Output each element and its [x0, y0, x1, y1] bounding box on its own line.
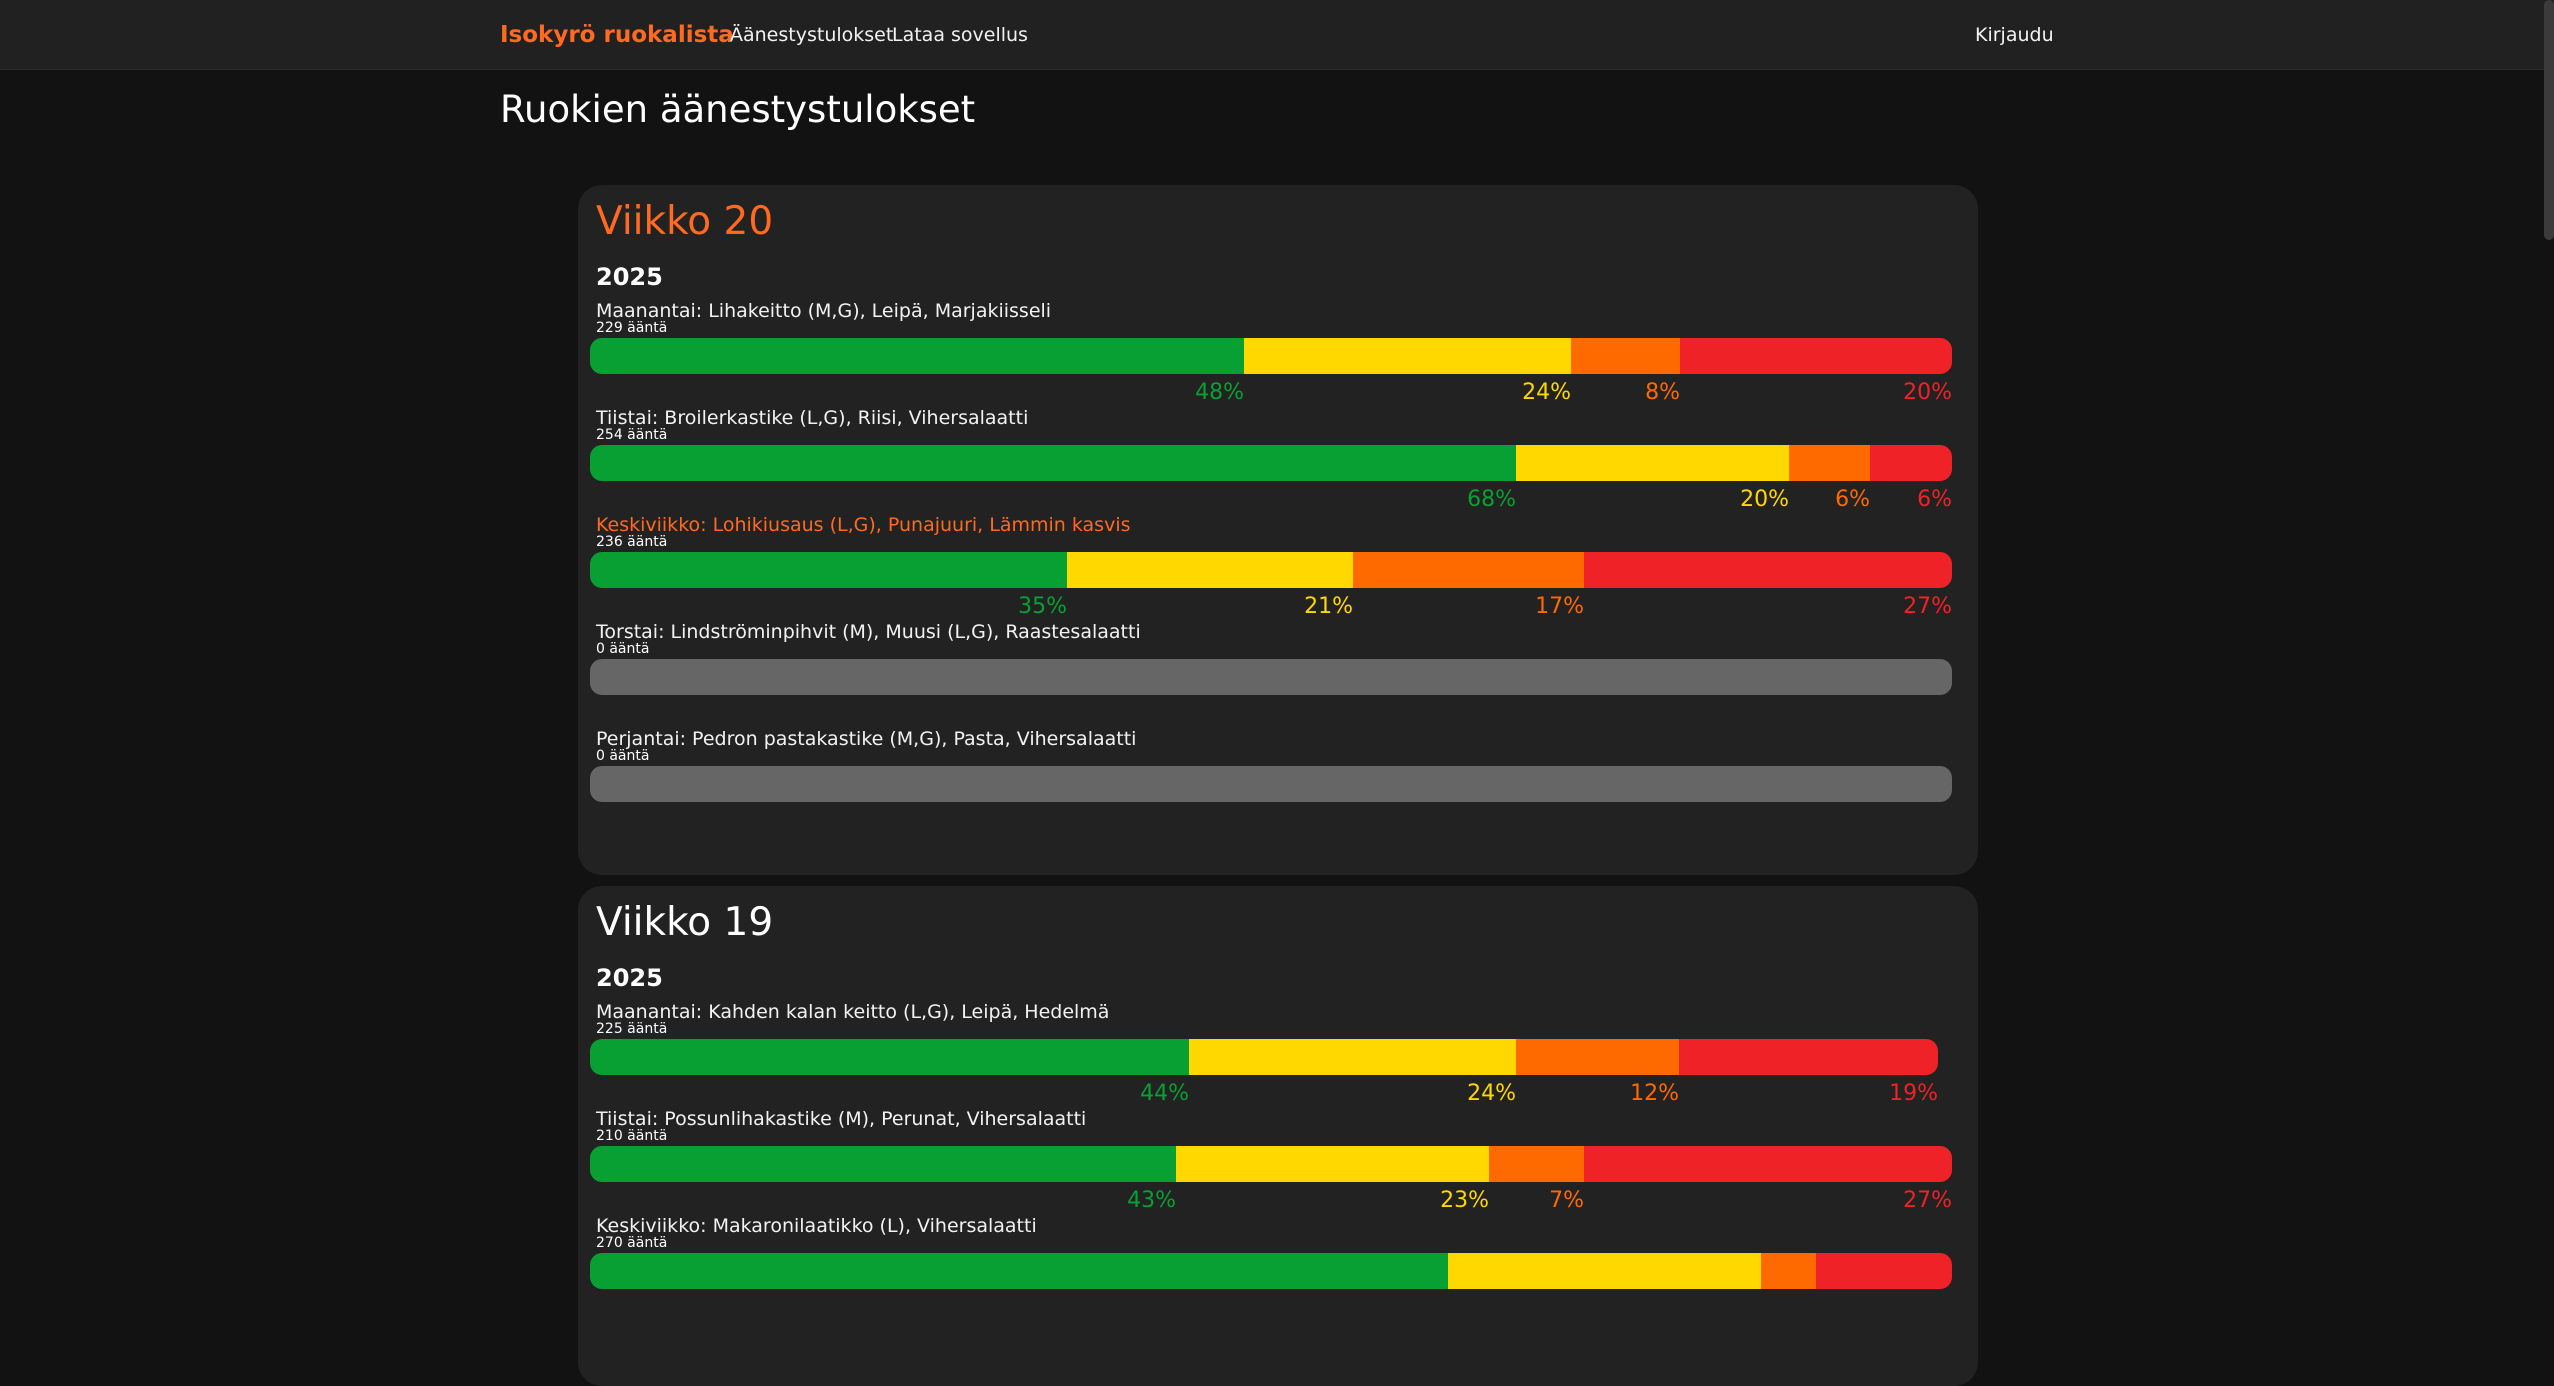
nav-link-download-app[interactable]: Lataa sovellus [892, 24, 1028, 46]
vote-bar [590, 1039, 1938, 1075]
day-row[interactable]: Maanantai: Kahden kalan keitto (L,G), Le… [578, 1001, 1978, 1106]
vote-percent-orange: 8% [1645, 380, 1680, 405]
vote-percent-red: 6% [1917, 487, 1952, 512]
vote-bar-segment-yellow [1176, 1146, 1489, 1182]
vote-count: 0 ääntä [596, 748, 650, 764]
vote-bar [590, 338, 1952, 374]
vote-percent-red: 27% [1903, 594, 1952, 619]
day-row[interactable]: Keskiviikko: Lohikiusaus (L,G), Punajuur… [578, 514, 1978, 619]
vote-percent-red: 27% [1903, 1188, 1952, 1213]
vote-bar-segment-green [590, 338, 1244, 374]
vote-percent-green: 43% [1127, 1188, 1176, 1213]
vote-bar-segment-red [1816, 1253, 1952, 1289]
vote-bar-segment-red [1680, 338, 1952, 374]
vote-percent-yellow: 23% [1440, 1188, 1489, 1213]
vote-count: 0 ääntä [596, 641, 650, 657]
vote-bar [590, 1146, 1952, 1182]
day-menu-label: Torstai: Lindströminpihvit (M), Muusi (L… [596, 621, 1141, 643]
vote-percent-yellow: 24% [1467, 1081, 1516, 1106]
vote-count: 229 ääntä [596, 320, 668, 336]
vote-count: 254 ääntä [596, 427, 668, 443]
vote-bar-segment-yellow [1067, 552, 1353, 588]
vote-bar [590, 766, 1952, 802]
vote-percent-green: 44% [1140, 1081, 1189, 1106]
day-row[interactable]: Tiistai: Broilerkastike (L,G), Riisi, Vi… [578, 407, 1978, 512]
vote-bar-segment-orange [1761, 1253, 1816, 1289]
day-row[interactable]: Perjantai: Pedron pastakastike (M,G), Pa… [578, 728, 1978, 828]
week-title: Viikko 19 [596, 900, 774, 945]
vote-percent-orange: 17% [1535, 594, 1584, 619]
day-menu-label: Maanantai: Lihakeitto (M,G), Leipä, Marj… [596, 300, 1052, 322]
top-navbar: Isokyrö ruokalista Äänestystulokset Lata… [0, 0, 2554, 70]
week-card: Viikko 19 2025 Maanantai: Kahden kalan kei… [578, 886, 1978, 1386]
vote-bar-segment-green [590, 552, 1067, 588]
vote-bar-segment-orange [1489, 1146, 1584, 1182]
vote-bar-segment-red [1584, 552, 1952, 588]
day-menu-label: Keskiviikko: Lohikiusaus (L,G), Punajuur… [596, 514, 1131, 536]
vote-bar [590, 659, 1952, 695]
vote-percent-red: 20% [1903, 380, 1952, 405]
vote-bar-segment-red [1679, 1039, 1938, 1075]
vote-percent-red: 19% [1889, 1081, 1938, 1106]
vote-bar-segment-yellow [1448, 1253, 1761, 1289]
vote-bar-segment-yellow [1244, 338, 1571, 374]
vote-bar-segment-green [590, 1039, 1189, 1075]
week-title: Viikko 20 [596, 199, 774, 244]
vote-bar-segment-yellow [1189, 1039, 1516, 1075]
vote-bar-segment-red [1584, 1146, 1952, 1182]
week-year: 2025 [596, 964, 663, 992]
day-menu-label: Maanantai: Kahden kalan keitto (L,G), Le… [596, 1001, 1110, 1023]
day-menu-label: Tiistai: Broilerkastike (L,G), Riisi, Vi… [596, 407, 1029, 429]
vote-bar-segment-green [590, 445, 1516, 481]
vote-bar-segment-orange [1516, 1039, 1679, 1075]
vote-count: 225 ääntä [596, 1021, 668, 1037]
vote-percent-orange: 6% [1835, 487, 1870, 512]
vote-count: 236 ääntä [596, 534, 668, 550]
vote-percent-green: 48% [1195, 380, 1244, 405]
vote-bar [590, 1253, 1952, 1289]
day-menu-label: Keskiviikko: Makaronilaatikko (L), Viher… [596, 1215, 1037, 1237]
vote-percent-orange: 12% [1630, 1081, 1679, 1106]
brand-link[interactable]: Isokyrö ruokalista [500, 22, 734, 48]
vote-bar-segment-yellow [1516, 445, 1789, 481]
vote-percent-yellow: 20% [1740, 487, 1789, 512]
day-row[interactable]: Tiistai: Possunlihakastike (M), Perunat,… [578, 1108, 1978, 1213]
login-link[interactable]: Kirjaudu [1975, 24, 2054, 46]
day-row[interactable]: Maanantai: Lihakeitto (M,G), Leipä, Marj… [578, 300, 1978, 405]
vote-bar-segment-orange [1571, 338, 1680, 374]
vote-bar [590, 552, 1952, 588]
vote-bar [590, 445, 1952, 481]
day-menu-label: Perjantai: Pedron pastakastike (M,G), Pa… [596, 728, 1137, 750]
vote-percent-green: 68% [1467, 487, 1516, 512]
vote-percent-green: 35% [1018, 594, 1067, 619]
vote-bar-segment-green [590, 1253, 1448, 1289]
vote-bar-segment-red [1870, 445, 1952, 481]
vote-bar-segment-green [590, 1146, 1176, 1182]
vote-bar-segment-orange [1789, 445, 1870, 481]
vote-count: 210 ääntä [596, 1128, 668, 1144]
week-year: 2025 [596, 263, 663, 291]
vote-percent-yellow: 21% [1304, 594, 1353, 619]
page-title: Ruokien äänestystulokset [500, 88, 976, 131]
day-row[interactable]: Torstai: Lindströminpihvit (M), Muusi (L… [578, 621, 1978, 721]
day-row[interactable]: Keskiviikko: Makaronilaatikko (L), Viher… [578, 1215, 1978, 1315]
vote-count: 270 ääntä [596, 1235, 668, 1251]
week-card: Viikko 20 2025 Maanantai: Lihakeitto (M,G)… [578, 185, 1978, 875]
vote-percent-orange: 7% [1549, 1188, 1584, 1213]
vote-bar-segment-orange [1353, 552, 1584, 588]
vote-percent-yellow: 24% [1522, 380, 1571, 405]
scrollbar-thumb[interactable] [2544, 0, 2554, 240]
day-menu-label: Tiistai: Possunlihakastike (M), Perunat,… [596, 1108, 1087, 1130]
nav-link-results[interactable]: Äänestystulokset [730, 24, 894, 46]
